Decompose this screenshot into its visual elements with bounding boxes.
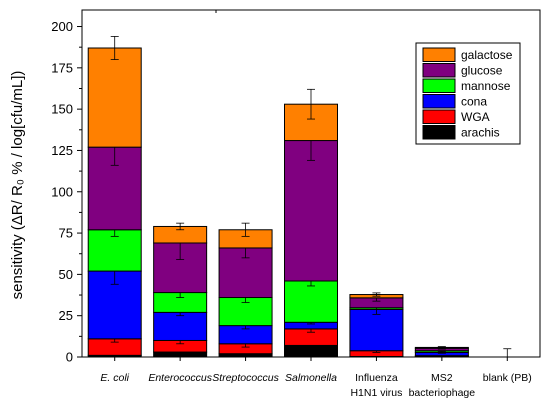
bar-stack-1 — [153, 222, 208, 358]
legend-label-WGA: WGA — [461, 110, 490, 124]
legend-swatch-galactose — [422, 47, 456, 62]
x-tick-label-5: MS2 bacteriophage — [409, 372, 476, 399]
bar-mannose-3 — [284, 280, 338, 323]
x-tick-label-1: Enterococcus — [148, 372, 212, 384]
y-tick-label-125: 125 — [51, 143, 73, 158]
bar-glucose-3 — [284, 140, 338, 282]
x-tick-label-6: blank (PB) — [483, 372, 532, 384]
legend-label-glucose: glucose — [461, 64, 503, 78]
bar-stack-6 — [503, 348, 512, 358]
y-tick-label-150: 150 — [51, 102, 73, 117]
x-tick-label-0: E. coli — [100, 372, 129, 384]
y-tick-label-25: 25 — [59, 308, 73, 323]
legend-swatch-cona — [422, 94, 456, 109]
bar-galactose-0 — [87, 47, 142, 148]
bar-stack-4 — [349, 292, 404, 358]
y-tick-label-50: 50 — [59, 267, 73, 282]
bar-stack-0 — [87, 36, 142, 358]
bar-stack-5 — [414, 346, 469, 358]
y-tick-label-75: 75 — [59, 226, 73, 241]
y-axis-label: sensitivity (ΔR/ R₀ % / log[cfu/mL]) — [9, 71, 26, 300]
legend-label-cona: cona — [461, 95, 487, 109]
plot-area: 0 25 50 75 100 125 150 175 200 E. coli Enterococcu… — [51, 9, 541, 399]
y-tick-label-100: 100 — [51, 184, 73, 199]
legend-swatch-WGA — [422, 109, 456, 124]
bar-stack-3 — [284, 88, 338, 358]
x-tick-label-3: Salmonella — [285, 372, 337, 384]
bar-stack-2 — [218, 222, 273, 358]
bar-cona-1 — [153, 311, 208, 341]
legend-label-galactose: galactose — [461, 48, 513, 62]
bar-cona-4 — [349, 308, 404, 352]
y-tick-label-175: 175 — [51, 60, 73, 75]
y-tick-label-200: 200 — [51, 19, 73, 34]
legend-swatch-mannose — [422, 78, 456, 93]
legend-swatch-arachis — [422, 125, 456, 140]
legend-swatch-glucose — [422, 63, 456, 78]
x-tick-label-4: Influenza H1N1 virus — [350, 372, 402, 399]
legend-label-arachis: arachis — [461, 126, 500, 140]
y-tick-label-0: 0 — [66, 350, 73, 365]
x-tick-label-2: Streptococcus — [212, 372, 279, 384]
legend-label-mannose: mannose — [461, 79, 511, 93]
